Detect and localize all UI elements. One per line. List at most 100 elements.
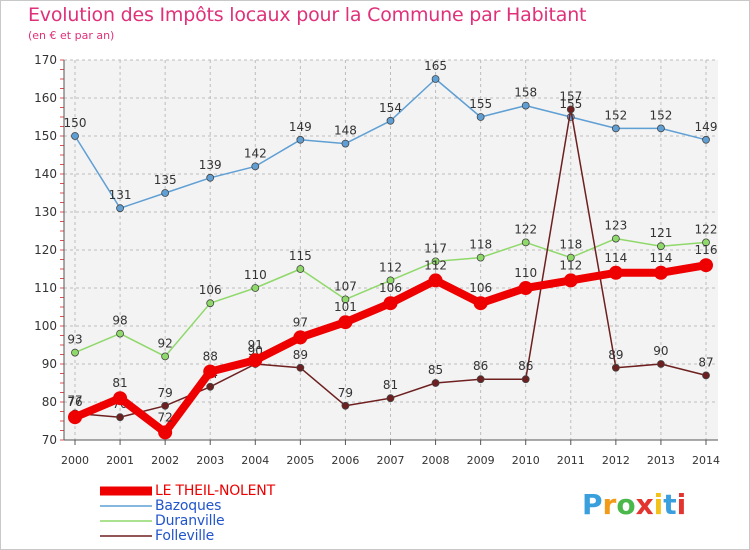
data-point bbox=[161, 189, 170, 197]
x-tick-label: 2001 bbox=[106, 454, 134, 467]
data-label: 149 bbox=[695, 120, 718, 134]
chart-subtitle: (en € et par an) bbox=[28, 29, 115, 42]
x-tick-label: 2010 bbox=[512, 454, 540, 467]
y-tick-label: 120 bbox=[34, 243, 57, 257]
data-point bbox=[702, 238, 710, 247]
data-point bbox=[476, 375, 485, 384]
data-point bbox=[251, 162, 260, 171]
data-point bbox=[248, 353, 263, 368]
data-point bbox=[428, 273, 443, 288]
data-point bbox=[158, 425, 173, 440]
proxiti-logo: Proxiti bbox=[582, 488, 686, 521]
data-point bbox=[699, 258, 713, 273]
data-point bbox=[521, 375, 530, 384]
data-point bbox=[161, 401, 170, 410]
data-point bbox=[521, 101, 530, 110]
legend-swatch bbox=[100, 520, 152, 522]
data-point bbox=[657, 124, 665, 133]
data-label: 77 bbox=[67, 393, 82, 407]
legend-label: Bazoques bbox=[155, 498, 222, 514]
data-label: 152 bbox=[604, 108, 627, 122]
legend-swatch bbox=[100, 535, 152, 537]
data-point bbox=[71, 132, 79, 140]
data-label: 72 bbox=[158, 410, 173, 424]
data-label: 118 bbox=[559, 238, 582, 252]
x-tick-label: 2013 bbox=[647, 454, 675, 467]
x-tick-label: 2014 bbox=[692, 454, 720, 467]
x-tick-label: 2011 bbox=[557, 454, 585, 467]
data-point bbox=[206, 382, 215, 391]
logo-letter: t bbox=[663, 488, 677, 521]
legend-swatch bbox=[100, 505, 152, 507]
data-point bbox=[386, 276, 395, 285]
data-point bbox=[341, 401, 350, 410]
x-tick-label: 2008 bbox=[422, 454, 450, 467]
data-point bbox=[473, 296, 488, 311]
data-label: 98 bbox=[112, 314, 127, 328]
data-point bbox=[431, 379, 440, 387]
x-tick-label: 2012 bbox=[602, 454, 630, 467]
data-label: 148 bbox=[334, 124, 357, 138]
data-point bbox=[293, 330, 308, 345]
data-label: 89 bbox=[293, 348, 308, 362]
y-tick-label: 170 bbox=[34, 53, 57, 67]
y-tick-label: 150 bbox=[34, 129, 57, 143]
data-label: 112 bbox=[379, 260, 402, 274]
data-label: 93 bbox=[67, 333, 82, 347]
data-label: 76 bbox=[67, 395, 82, 409]
x-tick-label: 2009 bbox=[467, 454, 495, 467]
data-label: 123 bbox=[604, 219, 627, 233]
data-label: 110 bbox=[244, 268, 267, 282]
data-point bbox=[653, 265, 668, 280]
data-point bbox=[702, 371, 710, 380]
data-point bbox=[68, 410, 82, 425]
chart-title: Evolution des Impôts locaux pour la Comm… bbox=[28, 4, 587, 26]
data-label: 122 bbox=[514, 222, 537, 236]
logo-letter: r bbox=[602, 488, 617, 521]
data-point bbox=[116, 413, 124, 422]
data-point bbox=[116, 204, 124, 213]
legend-label: LE THEIL-NOLENT bbox=[155, 483, 275, 499]
legend-label: Folleville bbox=[155, 528, 215, 544]
data-label: 139 bbox=[199, 158, 222, 172]
data-label: 87 bbox=[698, 355, 713, 369]
y-tick-label: 160 bbox=[34, 91, 57, 105]
logo-letter: o bbox=[616, 488, 636, 521]
data-point bbox=[608, 265, 623, 280]
data-label: 86 bbox=[518, 359, 533, 373]
data-point bbox=[566, 253, 575, 262]
data-point bbox=[476, 253, 485, 262]
data-label: 92 bbox=[158, 336, 173, 350]
data-label: 135 bbox=[154, 173, 177, 187]
y-tick-label: 70 bbox=[42, 433, 57, 447]
data-label: 81 bbox=[112, 376, 127, 390]
data-point bbox=[611, 363, 620, 372]
data-point bbox=[71, 348, 79, 357]
data-label: 158 bbox=[514, 86, 537, 100]
data-point bbox=[383, 296, 398, 311]
data-label: 157 bbox=[559, 89, 582, 103]
data-label: 85 bbox=[428, 363, 443, 377]
data-point bbox=[657, 360, 665, 368]
data-point bbox=[611, 234, 620, 243]
data-label: 114 bbox=[649, 251, 672, 265]
data-label: 118 bbox=[469, 238, 492, 252]
x-tick-label: 2006 bbox=[331, 454, 359, 467]
x-tick-label: 2002 bbox=[151, 454, 179, 467]
data-label: 149 bbox=[289, 120, 312, 134]
data-label: 89 bbox=[608, 348, 623, 362]
x-tick-label: 2004 bbox=[241, 454, 269, 467]
logo-letter: x bbox=[635, 488, 654, 521]
data-label: 79 bbox=[338, 386, 353, 400]
x-tick-label: 2007 bbox=[377, 454, 405, 467]
data-label: 154 bbox=[379, 101, 402, 115]
data-point bbox=[386, 116, 395, 125]
data-label: 115 bbox=[289, 249, 312, 263]
logo-letter: P bbox=[582, 488, 603, 521]
data-label: 110 bbox=[514, 266, 537, 280]
x-tick-label: 2003 bbox=[196, 454, 224, 467]
data-label: 112 bbox=[559, 258, 582, 272]
data-label: 114 bbox=[604, 251, 627, 265]
legend-swatch bbox=[100, 486, 152, 496]
